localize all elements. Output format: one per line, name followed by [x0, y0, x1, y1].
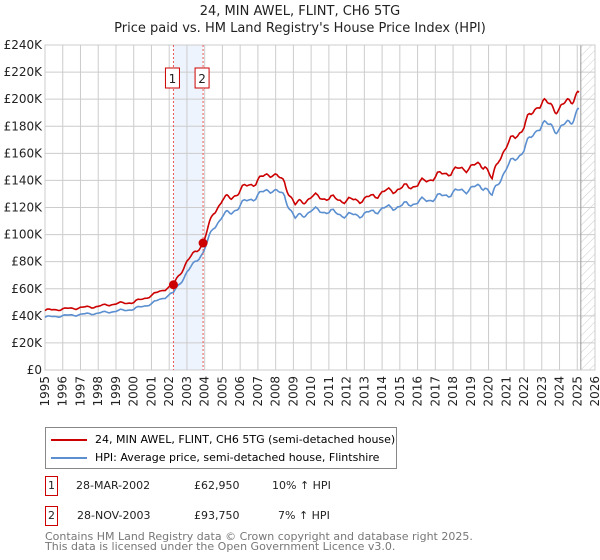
x-tick-label: 2004: [198, 376, 212, 407]
x-tick-label: 2025: [570, 376, 584, 407]
y-tick-label: £240K: [4, 38, 44, 52]
plot-frame: [44, 44, 596, 371]
sale-label: 2: [198, 72, 206, 86]
x-tick-label: 1995: [38, 376, 52, 407]
x-tick-label: 2015: [393, 376, 407, 407]
sale-label-box: [194, 67, 210, 89]
x-tick-label: 2023: [535, 376, 549, 407]
transaction-marker: 1: [45, 476, 58, 496]
sale-point: [198, 238, 208, 248]
x-tick-label: 2019: [464, 376, 478, 407]
x-tick-label: 1998: [91, 376, 105, 407]
transaction-date: 28-MAR-2002: [76, 479, 151, 492]
sale-point: [168, 280, 178, 290]
x-tick-label: 2020: [482, 376, 496, 407]
x-tick-label: 2016: [411, 376, 425, 407]
y-tick-label: £140K: [4, 173, 44, 187]
y-tick-label: £160K: [4, 146, 44, 160]
x-tick-label: 2009: [286, 376, 300, 407]
x-tick-label: 2021: [499, 376, 513, 407]
legend-item-hpi: HPI: Average price, semi-detached house,…: [51, 451, 379, 464]
footer-line: This data is licensed under the Open Gov…: [45, 540, 396, 553]
y-tick-label: £40K: [11, 309, 43, 323]
legend: 24, MIN AWEL, FLINT, CH6 5TG (semi-detac…: [45, 427, 397, 469]
y-tick-label: £0: [27, 363, 42, 377]
transaction-hpi: 10% ↑ HPI: [272, 479, 331, 492]
y-tick-label: £60K: [11, 282, 43, 296]
sale-label: 1: [169, 72, 177, 86]
x-tick-label: 2001: [144, 376, 158, 407]
y-tick-label: £120K: [4, 201, 44, 215]
x-tick-label: 2014: [375, 376, 389, 407]
legend-item-property: 24, MIN AWEL, FLINT, CH6 5TG (semi-detac…: [51, 433, 395, 446]
sale-label-box: [164, 67, 180, 89]
x-tick-label: 1997: [73, 376, 87, 407]
x-tick-label: 2006: [233, 376, 247, 407]
transaction-price: £93,750: [194, 509, 240, 522]
footer: Contains HM Land Registry data © Crown c…: [45, 530, 473, 553]
y-tick-label: £80K: [11, 255, 43, 269]
x-tick-label: 2003: [180, 376, 194, 407]
transaction-marker: 2: [45, 506, 58, 526]
legend-label: HPI: Average price, semi-detached house,…: [95, 451, 380, 464]
y-tick-label: £100K: [4, 228, 44, 242]
y-tick-label: £200K: [4, 92, 44, 106]
x-tick-label: 2002: [162, 376, 176, 407]
y-tick-label: £20K: [11, 336, 43, 350]
transaction-date: 28-NOV-2003: [77, 509, 151, 522]
x-tick-label: 2010: [304, 376, 318, 407]
hpi-line: [44, 107, 580, 319]
legend-label: 24, MIN AWEL, FLINT, CH6 5TG (semi-detac…: [95, 433, 396, 446]
x-tick-label: 2008: [269, 376, 283, 407]
transaction-row: 1 28-MAR-2002 £62,950 10% ↑ HPI: [45, 476, 445, 496]
transaction-hpi: 7% ↑ HPI: [278, 509, 330, 522]
x-tick-label: 2000: [127, 376, 141, 407]
x-tick-label: 2024: [553, 376, 567, 407]
x-tick-label: 2013: [357, 376, 371, 407]
x-tick-label: 1999: [109, 376, 123, 407]
x-tick-label: 2018: [446, 376, 460, 407]
x-tick-label: 2026: [588, 376, 600, 407]
x-tick-label: 2022: [517, 376, 531, 407]
property-price-line: [44, 90, 580, 312]
y-tick-label: £180K: [4, 119, 44, 133]
x-tick-label: 2005: [215, 376, 229, 407]
footer-line: Contains HM Land Registry data © Crown c…: [45, 530, 473, 543]
chart-title: 24, MIN AWEL, FLINT, CH6 5TG: [199, 4, 401, 19]
x-tick-label: 2012: [340, 376, 354, 407]
transaction-row: 2 28-NOV-2003 £93,750 7% ↑ HPI: [45, 506, 445, 526]
y-tick-label: £220K: [4, 65, 44, 79]
x-tick-label: 2007: [251, 376, 265, 407]
chart-subtitle: Price paid vs. HM Land Registry's House …: [114, 21, 486, 36]
x-tick-label: 2017: [428, 376, 442, 407]
transaction-price: £62,950: [194, 479, 240, 492]
x-tick-label: 2011: [322, 376, 336, 407]
x-tick-label: 1996: [56, 376, 70, 407]
